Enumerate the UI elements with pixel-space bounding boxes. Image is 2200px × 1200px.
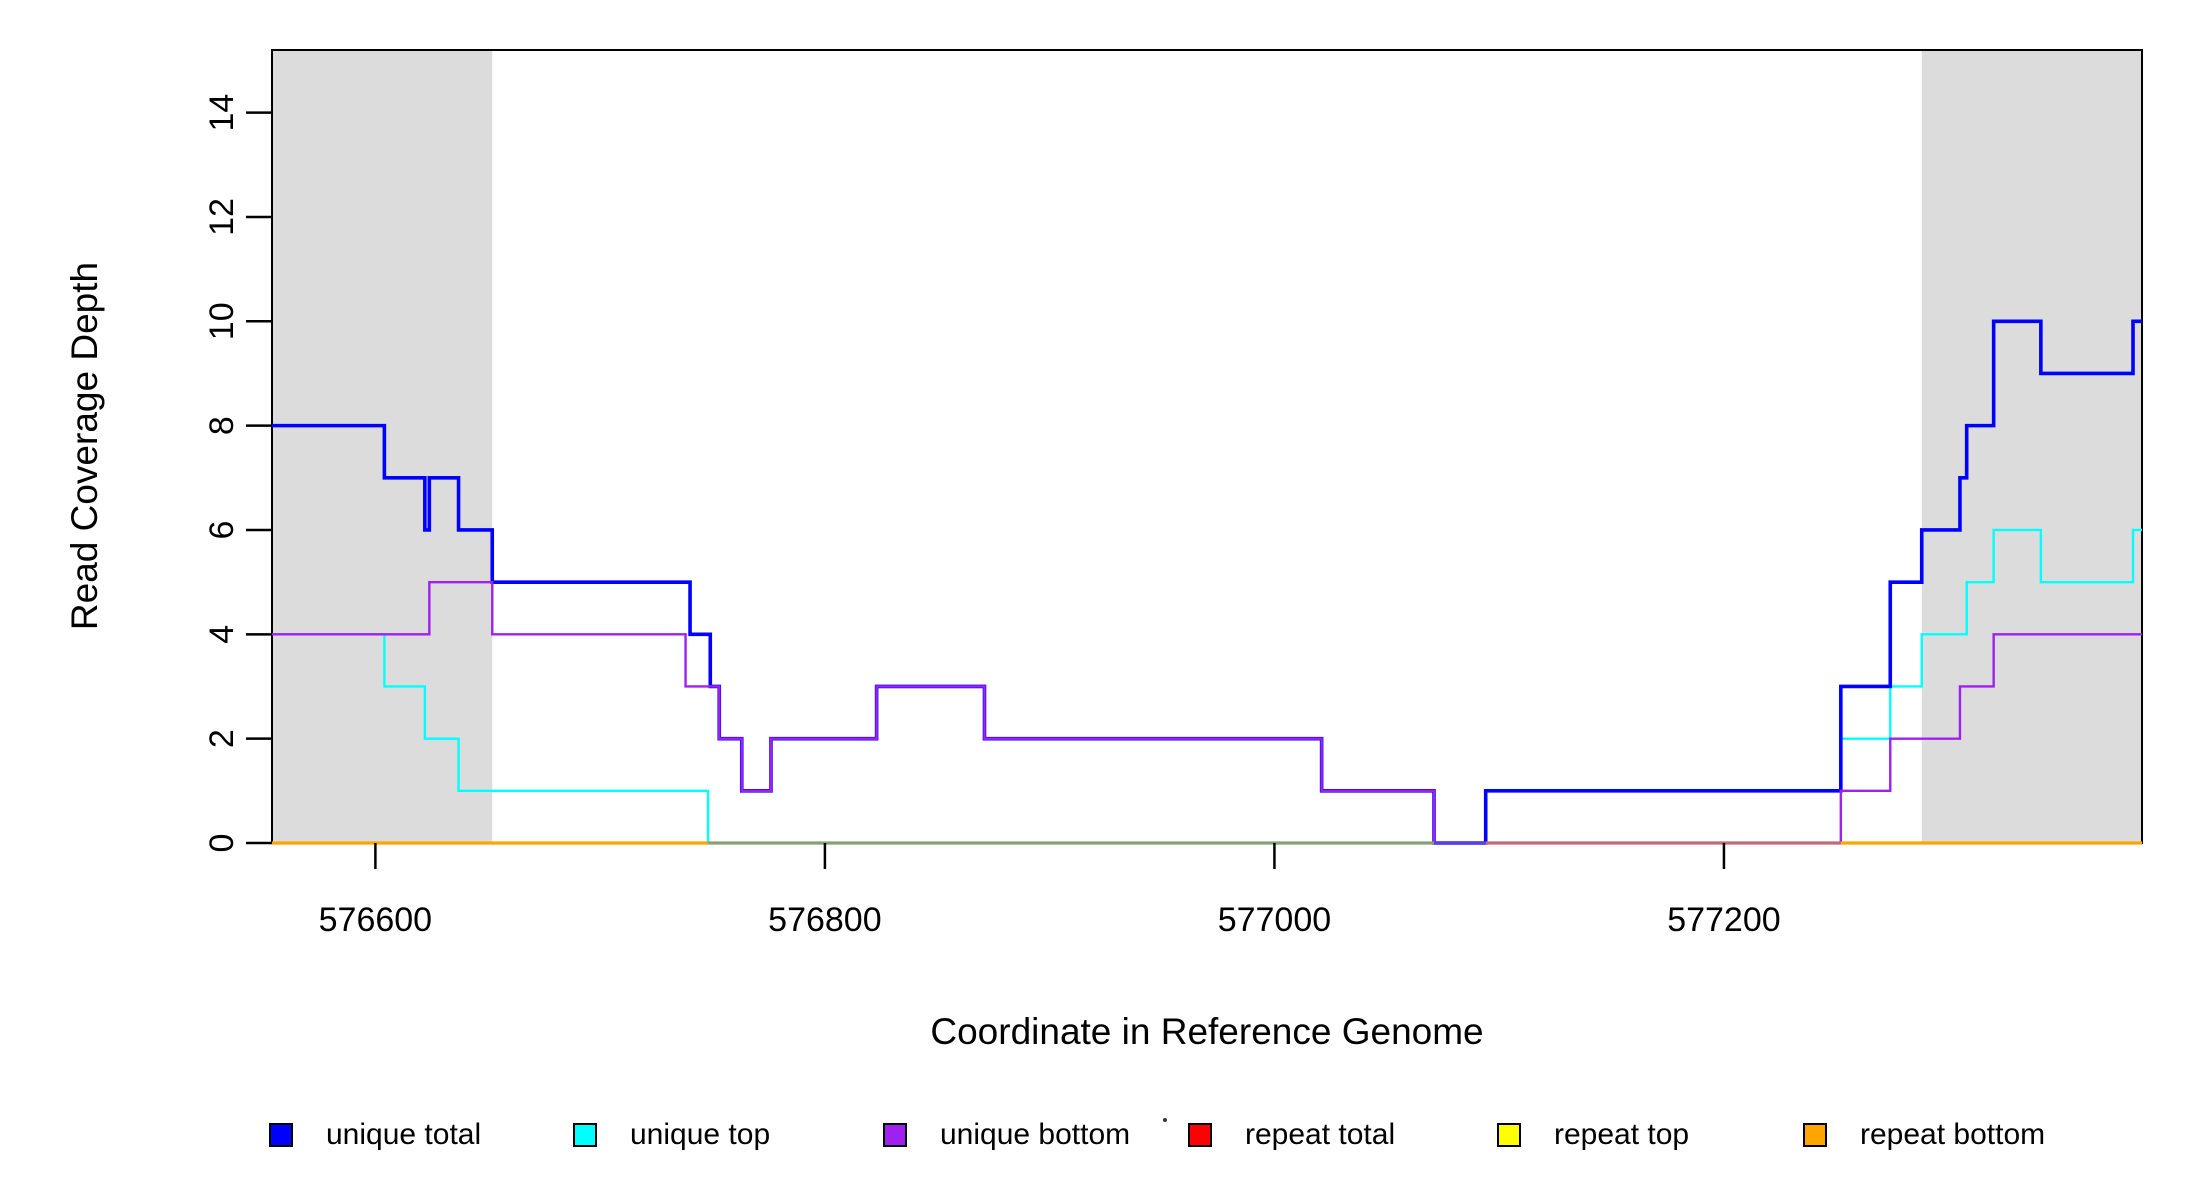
shaded-repeat-bands — [272, 50, 2142, 843]
y-tick-label: 12 — [203, 198, 241, 236]
axis-tick-labels: 576600 576800 577000 577200 0 2 4 6 8 10 12 14 — [203, 94, 1781, 939]
y-tick-label: 8 — [203, 416, 241, 435]
y-tick-label: 2 — [203, 729, 241, 748]
y-tick-label: 4 — [203, 625, 241, 644]
x-tick-label: 577200 — [1667, 901, 1780, 939]
y-tick-label: 6 — [203, 521, 241, 540]
x-axis-title: Coordinate in Reference Genome — [930, 1011, 1484, 1052]
plot-box — [271, 49, 2143, 844]
x-tick-label: 576800 — [768, 901, 881, 939]
right-gray-band — [1921, 50, 2142, 843]
axis-ticks — [246, 111, 1726, 869]
y-axis-title: Read Coverage Depth — [64, 261, 105, 631]
y-tick-label: 0 — [203, 834, 241, 853]
stray-dot — [1163, 1118, 1167, 1122]
coverage-series-lines — [272, 319, 2142, 845]
plot-border — [271, 49, 2143, 844]
series-unique-total — [272, 319, 2142, 845]
series-unique-top — [272, 528, 2142, 845]
series-unique-bottom — [272, 580, 2142, 845]
y-tick-label: 14 — [203, 94, 241, 132]
y-tick-label: 10 — [203, 302, 241, 340]
x-tick-label: 577000 — [1218, 901, 1331, 939]
x-tick-label: 576600 — [319, 901, 432, 939]
left-gray-band — [272, 50, 493, 843]
